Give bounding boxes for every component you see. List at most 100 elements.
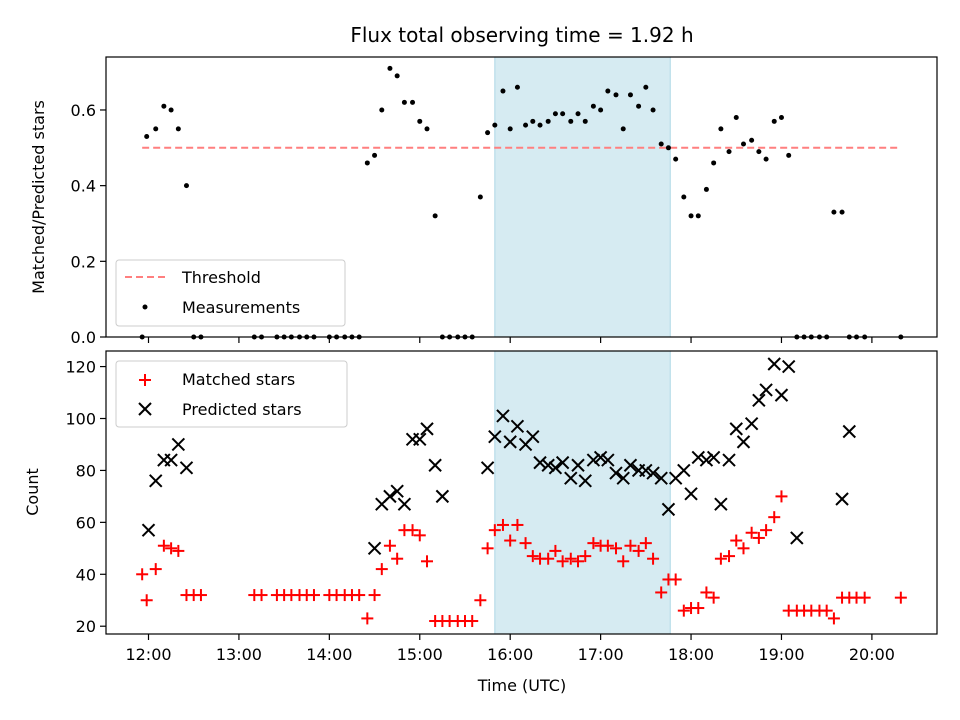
measurement-point [695,213,701,219]
matched-star-point [624,539,637,552]
matched-star-point [504,534,517,547]
matched-star-point [737,542,750,555]
measurement-point [410,99,416,105]
bottom-x-tick-label: 20:00 [849,645,895,664]
matched-star-point [391,552,404,565]
matched-star-point [617,555,630,568]
matched-star-point [647,552,660,565]
predicted-star-point [759,383,773,397]
measurements-legend-swatch [142,304,148,310]
measurement-point [492,122,498,128]
matched-star-point [669,573,682,586]
predicted-star-point [684,487,698,501]
predicted-star-point [774,388,789,402]
predicted-star-point [639,463,653,478]
measurement-point [144,133,150,139]
predicted-star-point [623,458,638,472]
predicted-star-point [179,461,194,475]
matched-star-point [775,490,788,503]
measurement-point [545,118,551,124]
measurement-point [560,111,566,117]
matched-star-point [760,524,773,537]
predicted-star-point [654,471,668,485]
measurement-point [665,145,671,151]
matched-star-point [723,550,736,563]
matched-star-point [564,552,577,565]
top-legend: Threshold Measurements [115,259,346,327]
predicted-star-point [593,450,608,465]
bottom-y-tick-label: 20 [76,617,96,636]
top-y-tick-label: 0.4 [71,177,96,196]
matched-star-point [406,524,419,537]
bottom-y-tick-label: 100 [65,410,96,429]
matched-star-point [549,544,562,557]
predicted-star-point [503,435,517,449]
measurement-point [590,103,596,109]
predicted-star-point [548,461,563,475]
matched-star-point [707,591,720,604]
measurement-point [432,213,438,219]
matched-star-point [692,602,705,615]
measurement-point [756,149,762,155]
threshold-legend-label: Threshold [181,268,261,287]
matched-star-point [375,563,388,576]
matched-star-point [488,524,501,537]
matched-star-point [572,555,585,568]
predicted-star-point [586,453,601,467]
matched-star-point [140,594,153,607]
predicted-star-point [413,432,427,446]
measurement-point [168,107,174,113]
measurement-point [718,126,724,132]
predicted-star-point [714,497,728,511]
matched-star-point [609,542,622,555]
predicted-star-point [541,458,555,472]
measurement-point [537,122,543,128]
measurement-point [523,122,529,128]
bottom-legend-box [115,360,348,428]
measurement-point [598,107,604,113]
predicted-star-point [526,429,540,444]
predicted-star-point [164,453,178,467]
predicted-star-point [383,489,397,504]
measurement-point [786,152,792,158]
matched-star-point [361,612,374,625]
bottom-x-tick-label: 15:00 [397,645,443,664]
measurement-point [500,88,506,94]
matched-star-point [149,563,162,576]
measurement-point [778,115,784,121]
matched-star-point [730,534,743,547]
predicted-star-point [564,471,578,485]
matched-star-point [368,589,381,602]
measurement-point [627,92,633,98]
matched-legend-label: Matched stars [182,370,295,389]
matched-star-point [556,555,569,568]
measurement-point [658,141,664,147]
measurement-point [530,118,536,124]
matched-star-point [677,604,690,617]
predicted-star-point [646,466,660,480]
measurement-point [575,111,581,117]
measurement-point [568,118,574,124]
matched-star-point [752,531,765,544]
predicted-star-point [616,471,630,485]
matched-star-point [587,537,600,550]
measurements-legend-label: Measurements [182,298,300,317]
predicted-star-point [428,458,442,472]
measurement-point [643,84,649,90]
matched-star-point [858,591,871,604]
bottom-x-tick-label: 13:00 [216,645,262,664]
measurement-point [175,126,181,132]
chart-title: Flux total observing time = 1.92 h [350,23,693,47]
bottom-x-tick-label: 16:00 [487,645,533,664]
measurement-point [183,183,189,189]
measurement-point [839,209,845,215]
measurement-point [711,160,717,166]
matched-star-point [526,550,539,563]
predicted-star-point [752,393,766,408]
matched-star-point [768,511,781,524]
predicted-star-point [435,489,450,504]
measurement-point [763,156,769,162]
predicted-star-point [149,474,163,488]
bottom-y-tick-label: 80 [76,461,96,480]
measurement-point [379,107,385,113]
